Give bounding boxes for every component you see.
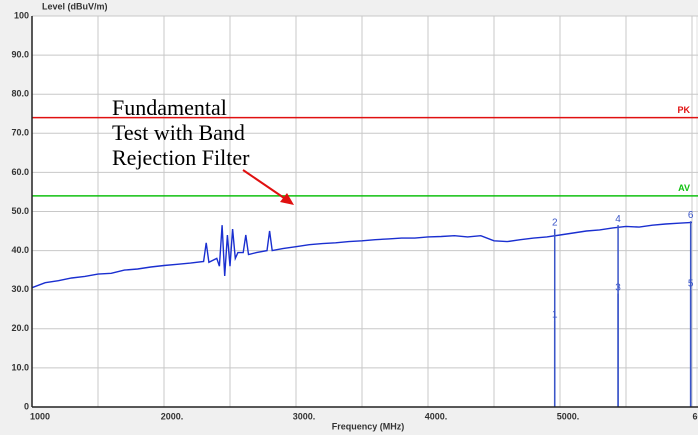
arrow xyxy=(242,169,288,201)
y-tick-label: 10.0 xyxy=(11,362,29,372)
y-tick-label: 20.0 xyxy=(11,323,29,333)
y-tick-label: 70.0 xyxy=(11,128,29,138)
trace xyxy=(31,221,693,289)
x-tick-label: 1000 xyxy=(30,411,50,421)
x-tick-label: 600 xyxy=(692,411,698,421)
y-tick-label: 60.0 xyxy=(11,167,29,177)
x-tick-label: 2000. xyxy=(161,411,184,421)
limit-label: AV xyxy=(678,183,690,193)
y-tick-label: 0 xyxy=(24,401,29,411)
marker-label: 6 xyxy=(688,210,694,221)
y-tick-label: 50.0 xyxy=(11,206,29,216)
annotation: Fundamental xyxy=(112,95,227,120)
y-tick-label: 90.0 xyxy=(11,49,29,59)
y-tick-label: 80.0 xyxy=(11,89,29,99)
x-tick-label: 3000. xyxy=(293,411,316,421)
y-tick-label: 40.0 xyxy=(11,245,29,255)
x-tick-label: 4000. xyxy=(425,411,448,421)
y-tick-label: 30.0 xyxy=(11,284,29,294)
x-axis-title: Frequency (MHz) xyxy=(332,421,405,431)
marker-label: 4 xyxy=(615,214,621,225)
annotation: Rejection Filter xyxy=(112,145,250,170)
annotation: Test with Band xyxy=(112,120,245,145)
y-tick-label: 100 xyxy=(14,10,29,20)
arrow-head xyxy=(280,193,294,205)
plot-content: PKAV123456 xyxy=(31,15,698,408)
marker-label: 2 xyxy=(552,218,558,229)
x-tick-label: 5000. xyxy=(557,411,580,421)
limit-label: PK xyxy=(677,105,690,115)
y-axis-title: Level (dBuV/m) xyxy=(42,1,108,11)
